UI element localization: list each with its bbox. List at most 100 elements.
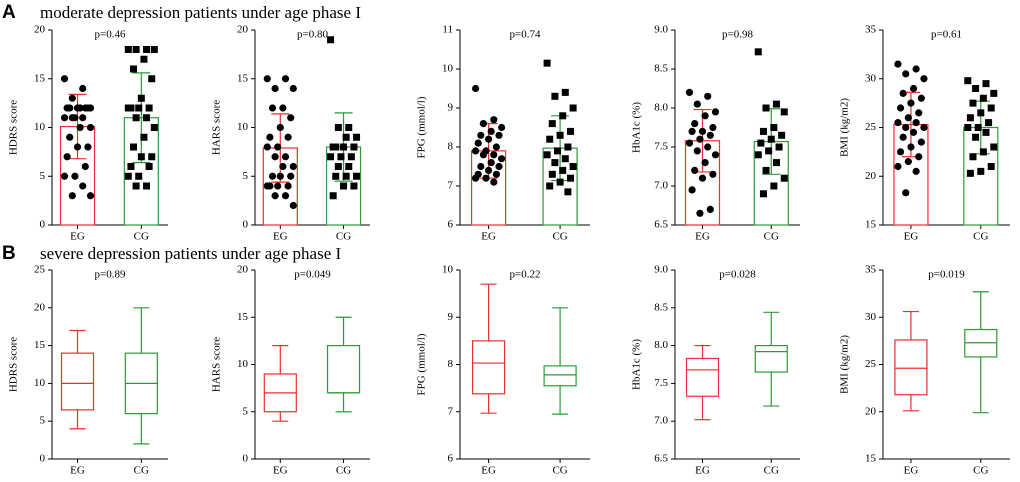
- y-tick-label: 15: [865, 453, 877, 465]
- y-tick-label: 15: [237, 311, 249, 323]
- data-point: [334, 163, 342, 170]
- x-tick-label: CG: [336, 231, 351, 243]
- data-point: [73, 143, 82, 151]
- x-tick-label: EG: [481, 465, 496, 477]
- x-tick-label: CG: [336, 465, 351, 477]
- y-tick-label: 5: [40, 415, 46, 427]
- data-point: [564, 143, 572, 151]
- data-point: [340, 182, 348, 190]
- data-point: [546, 135, 554, 143]
- y-tick-label: 7.5: [654, 141, 668, 153]
- data-point: [896, 104, 905, 112]
- x-tick-label: EG: [695, 465, 710, 477]
- data-point: [985, 119, 993, 127]
- y-tick-label: 20: [237, 24, 249, 36]
- data-point: [345, 124, 353, 131]
- data-point: [332, 172, 340, 180]
- data-point: [127, 163, 135, 170]
- data-point: [915, 153, 923, 161]
- data-point: [770, 124, 778, 131]
- data-point: [472, 84, 480, 93]
- data-point: [569, 163, 577, 170]
- data-point: [704, 143, 712, 151]
- y-tick-label: 10: [237, 358, 249, 370]
- x-tick-label: EG: [70, 465, 85, 477]
- data-point: [762, 104, 770, 112]
- data-point: [698, 127, 707, 135]
- data-point: [982, 80, 990, 88]
- data-point: [561, 155, 569, 163]
- data-point: [345, 163, 353, 170]
- data-point: [334, 124, 342, 131]
- data-point: [977, 167, 985, 175]
- data-point: [775, 143, 783, 151]
- box: [60, 352, 95, 411]
- data-point: [966, 114, 974, 122]
- data-point: [73, 104, 82, 112]
- y-tick-label: 7.0: [654, 180, 668, 192]
- data-point: [279, 162, 287, 171]
- data-point: [979, 148, 987, 156]
- x-tick-label: EG: [273, 231, 288, 243]
- y-axis-label: HARS score: [211, 100, 223, 155]
- data-point: [759, 190, 767, 198]
- x-tick-label: CG: [973, 231, 988, 243]
- y-tick-label: 20: [865, 170, 877, 182]
- data-point: [704, 92, 712, 100]
- section-title: severe depression patients under age pha…: [40, 244, 341, 263]
- y-tick-label: 8: [448, 358, 454, 370]
- data-point: [696, 209, 704, 217]
- data-point: [564, 188, 572, 196]
- data-point: [969, 99, 977, 107]
- y-tick-label: 20: [34, 301, 46, 313]
- data-point: [485, 135, 493, 143]
- data-point: [271, 153, 279, 161]
- data-point: [76, 123, 84, 132]
- data-point: [150, 124, 158, 131]
- data-point: [912, 65, 920, 73]
- data-point: [920, 75, 928, 83]
- data-point: [289, 84, 297, 93]
- y-axis-label: BMI (kg/m2): [839, 335, 851, 394]
- data-point: [143, 114, 151, 122]
- data-point: [263, 75, 271, 83]
- data-point: [132, 114, 140, 122]
- data-point: [987, 163, 995, 170]
- data-point: [263, 143, 271, 151]
- x-tick-label: CG: [134, 465, 149, 477]
- data-point: [132, 46, 140, 53]
- x-tick-label: EG: [70, 231, 85, 243]
- data-point: [487, 159, 495, 167]
- data-point: [770, 182, 778, 190]
- data-point: [472, 174, 480, 182]
- data-point: [263, 182, 271, 190]
- data-point: [567, 127, 574, 135]
- box: [326, 345, 361, 394]
- data-point: [543, 151, 551, 159]
- p-value: p=0.019: [928, 269, 965, 281]
- data-point: [569, 104, 577, 112]
- data-point: [979, 94, 987, 102]
- data-point: [279, 104, 287, 112]
- data-point: [559, 112, 567, 120]
- data-point: [709, 123, 717, 132]
- data-point: [485, 166, 493, 174]
- data-point: [474, 139, 482, 147]
- y-tick-label: 0: [40, 219, 46, 231]
- x-tick-label: CG: [552, 465, 567, 477]
- data-point: [266, 133, 274, 141]
- data-point: [990, 143, 998, 151]
- p-value: p=0.74: [510, 29, 541, 41]
- data-point: [490, 178, 498, 186]
- p-value: p=0.22: [510, 269, 541, 281]
- data-point: [350, 143, 358, 151]
- data-point: [904, 114, 912, 122]
- data-point: [548, 120, 556, 128]
- y-tick-label: 7.5: [654, 377, 668, 389]
- data-point: [492, 143, 500, 151]
- data-point: [972, 85, 980, 92]
- x-tick-label: EG: [273, 465, 288, 477]
- data-point: [767, 135, 775, 143]
- data-point: [63, 104, 71, 112]
